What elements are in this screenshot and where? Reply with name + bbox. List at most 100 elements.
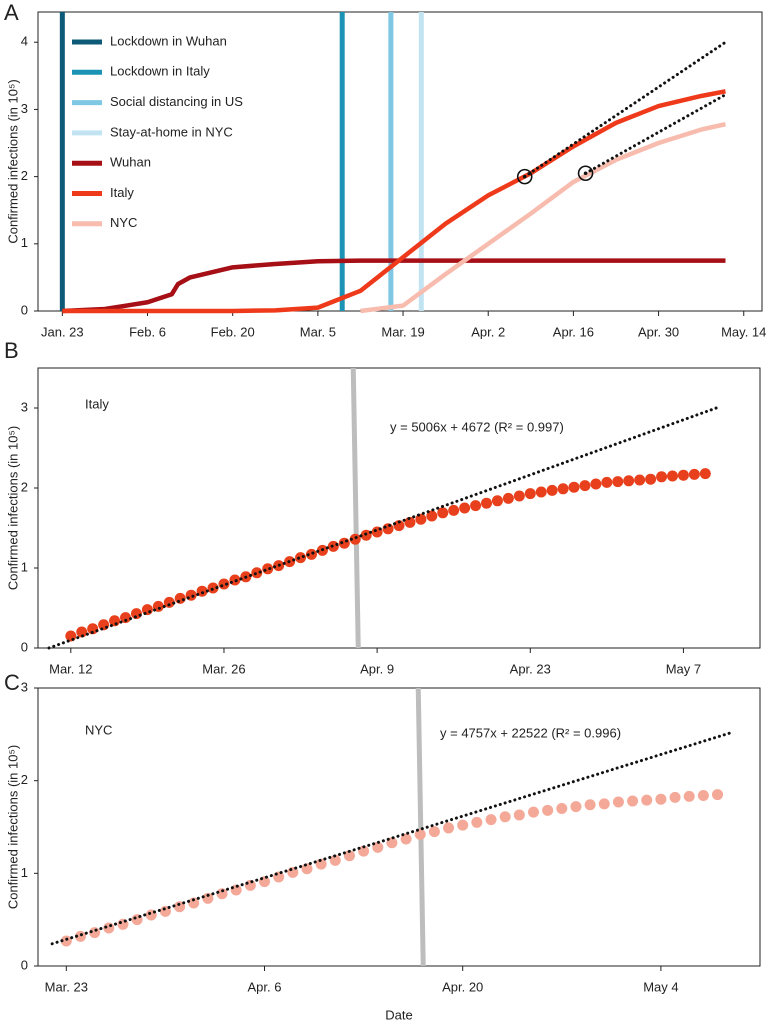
data-point xyxy=(358,845,370,857)
annotation: Italy xyxy=(85,396,109,411)
data-point xyxy=(612,796,624,808)
data-point xyxy=(688,468,700,480)
data-point xyxy=(470,500,482,512)
data-point xyxy=(655,793,667,805)
data-point xyxy=(315,858,327,870)
y-axis-label: Confirmed infections (in 10⁵) xyxy=(5,426,20,590)
data-point xyxy=(76,626,88,638)
data-point xyxy=(437,507,449,519)
data-point xyxy=(491,495,503,507)
data-point xyxy=(499,811,511,823)
data-point xyxy=(329,854,341,866)
data-point xyxy=(641,794,653,806)
legend-label: NYC xyxy=(110,215,137,230)
x-tick-label: Mar. 12 xyxy=(49,661,92,676)
data-point xyxy=(393,520,405,532)
x-tick-label: Mar. 19 xyxy=(381,324,424,339)
fit-start-dot xyxy=(522,174,527,179)
data-point xyxy=(305,548,317,560)
x-tick-label: Mar. 26 xyxy=(202,661,245,676)
data-point xyxy=(524,488,536,500)
data-point xyxy=(74,930,86,942)
data-point xyxy=(65,630,77,642)
data-point xyxy=(502,492,514,504)
data-point xyxy=(557,483,569,495)
data-point xyxy=(251,567,263,579)
data-point xyxy=(448,504,460,516)
data-point xyxy=(669,791,681,803)
data-point xyxy=(527,806,539,818)
y-tick-label: 3 xyxy=(21,399,28,414)
data-point xyxy=(60,935,72,947)
legend-label: Lockdown in Italy xyxy=(110,64,210,79)
data-point xyxy=(457,819,469,831)
data-point xyxy=(699,468,711,480)
data-point xyxy=(627,795,639,807)
plot-frame xyxy=(37,367,761,649)
x-tick-label: Apr. 23 xyxy=(510,661,551,676)
x-tick-label: Apr. 6 xyxy=(248,979,282,994)
data-point xyxy=(87,623,99,635)
data-point xyxy=(612,476,624,488)
cutoff-line xyxy=(350,367,361,649)
data-point xyxy=(400,833,412,845)
data-point xyxy=(163,596,175,608)
data-point xyxy=(459,502,471,514)
data-point xyxy=(443,822,455,834)
x-tick-label: Mar. 5 xyxy=(300,324,336,339)
x-tick-label: Jan. 23 xyxy=(41,324,84,339)
y-tick-label: 0 xyxy=(21,957,28,972)
legend-label: Lockdown in Wuhan xyxy=(110,33,227,48)
series-line xyxy=(62,258,726,314)
data-point xyxy=(295,552,307,564)
y-tick-label: 1 xyxy=(21,235,28,250)
cutoff-line xyxy=(415,687,426,967)
data-point xyxy=(590,478,602,490)
plot-frame xyxy=(37,11,763,312)
data-point xyxy=(712,789,724,801)
data-point xyxy=(683,790,695,802)
annotation: y = 4757x + 22522 (R² = 0.996) xyxy=(440,725,621,740)
fit-line xyxy=(47,406,718,650)
fit-line xyxy=(584,93,727,175)
x-tick-label: May 7 xyxy=(666,661,701,676)
x-tick-label: May. 14 xyxy=(721,324,766,339)
x-tick-label: Mar. 23 xyxy=(45,979,88,994)
data-point xyxy=(656,471,668,483)
y-tick-label: 3 xyxy=(21,679,28,694)
data-point xyxy=(428,826,440,838)
x-tick-label: Feb. 20 xyxy=(211,324,255,339)
y-tick-label: 2 xyxy=(21,772,28,787)
x-tick-label: May 4 xyxy=(643,979,678,994)
data-point xyxy=(568,481,580,493)
data-point xyxy=(188,897,200,909)
data-point xyxy=(485,814,497,826)
annotation: NYC xyxy=(85,722,112,737)
panel-label: C xyxy=(4,670,20,695)
data-point xyxy=(117,918,129,930)
plot-frame xyxy=(37,687,761,967)
y-tick-label: 1 xyxy=(21,559,28,574)
legend-label: Italy xyxy=(110,185,134,200)
data-point xyxy=(598,798,610,810)
data-point xyxy=(382,523,394,535)
fit-line xyxy=(523,40,727,179)
data-point xyxy=(546,484,558,496)
legend-label: Wuhan xyxy=(110,155,151,170)
data-point xyxy=(98,619,110,631)
y-axis-label: Confirmed infections (in 10⁵) xyxy=(5,79,20,243)
x-tick-label: Apr. 2 xyxy=(471,324,505,339)
data-point xyxy=(481,497,493,509)
x-tick-label: Apr. 20 xyxy=(442,979,483,994)
legend-label: Stay-at-home in NYC xyxy=(110,124,233,139)
data-point xyxy=(120,612,132,624)
series-line xyxy=(360,122,726,314)
data-point xyxy=(513,490,525,502)
data-point xyxy=(471,816,483,828)
data-point xyxy=(349,533,361,545)
data-point xyxy=(623,475,635,487)
annotation: y = 5006x + 4672 (R² = 0.997) xyxy=(390,419,564,434)
y-tick-label: 1 xyxy=(21,865,28,880)
series-line xyxy=(62,89,726,314)
